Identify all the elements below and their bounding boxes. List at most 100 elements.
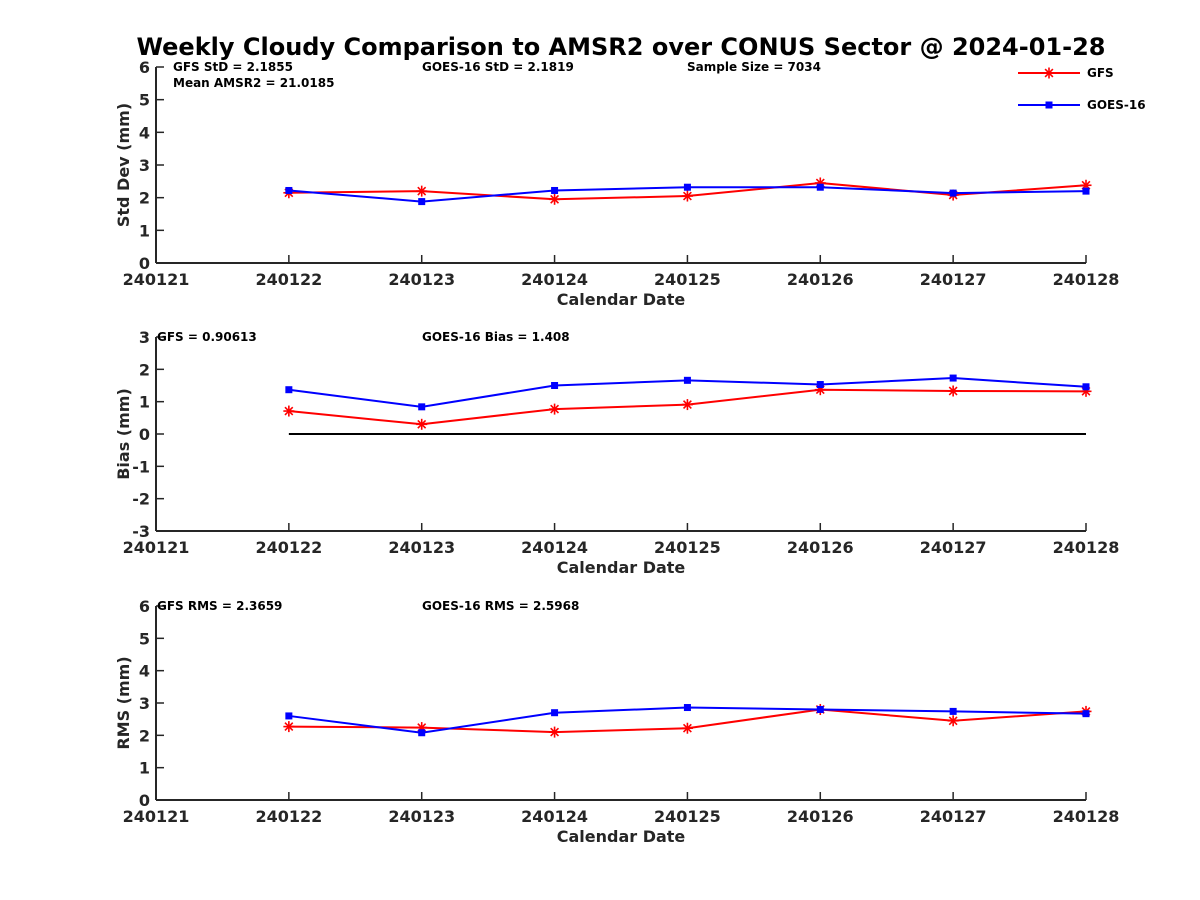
series-goes-16 <box>285 704 1090 737</box>
y-tick-label: 1 <box>139 221 150 240</box>
x-axis-label: Calendar Date <box>557 290 686 309</box>
data-point <box>285 712 293 720</box>
data-point <box>418 729 426 737</box>
y-tick-label: 2 <box>139 189 150 208</box>
data-point <box>551 186 559 194</box>
y-tick-label: 1 <box>139 393 150 412</box>
y-tick-label: 5 <box>139 91 150 110</box>
data-point <box>285 186 293 194</box>
stat-annotation: GFS RMS = 2.3659 <box>157 599 282 613</box>
data-point <box>418 403 426 411</box>
y-tick-label: 6 <box>139 58 150 77</box>
legend-marker <box>1045 101 1053 109</box>
legend: GFS GOES-16 <box>1018 66 1146 112</box>
x-tick-label: 240122 <box>255 270 322 289</box>
x-tick-label: 240126 <box>787 807 854 826</box>
panel-1: 0 1 2 3 4 5 6 240121 240122 240123 240124 240125 240… <box>114 58 1119 309</box>
stat-annotation: GFS StD = 2.1855 <box>173 60 293 74</box>
x-tick-label: 240121 <box>123 538 190 557</box>
y-axis-label: Std Dev (mm) <box>114 103 133 227</box>
x-tick-label: 240121 <box>123 807 190 826</box>
x-tick-label: 240128 <box>1053 807 1120 826</box>
legend-entry-goes-16: GOES-16 <box>1018 98 1146 112</box>
data-point <box>949 189 957 197</box>
data-point <box>947 715 959 727</box>
y-tick-label: 2 <box>139 360 150 379</box>
x-tick-label: 240125 <box>654 807 721 826</box>
y-tick-label: 0 <box>139 254 150 273</box>
y-tick-label: 6 <box>139 597 150 616</box>
x-tick-label: 240127 <box>920 538 987 557</box>
data-point <box>416 185 428 197</box>
x-tick-label: 240121 <box>123 270 190 289</box>
x-tick-label: 240128 <box>1053 270 1120 289</box>
y-axis-label: RMS (mm) <box>114 656 133 749</box>
stat-annotation: GOES-16 RMS = 2.5968 <box>422 599 579 613</box>
x-tick-label: 240124 <box>521 538 588 557</box>
data-point <box>683 183 691 191</box>
data-point <box>683 704 691 712</box>
y-tick-label: 1 <box>139 759 150 778</box>
panel-2: -3 -2 -1 0 1 2 3 240121 240122 240123 240124 240125… <box>114 328 1119 577</box>
stat-annotation: GFS = 0.90613 <box>157 330 257 344</box>
y-tick-label: 0 <box>139 791 150 810</box>
legend-entry-gfs: GFS <box>1018 66 1114 80</box>
y-tick-label: 4 <box>139 123 150 142</box>
y-tick-label: 5 <box>139 629 150 648</box>
data-point <box>551 382 559 389</box>
x-tick-label: 240125 <box>654 270 721 289</box>
stat-annotation: GOES-16 StD = 2.1819 <box>422 60 574 74</box>
data-point <box>285 386 293 394</box>
series-goes-16 <box>285 374 1090 411</box>
y-tick-label: 3 <box>139 694 150 713</box>
y-axis-label: Bias (mm) <box>114 388 133 480</box>
y-tick-label: 3 <box>139 328 150 347</box>
data-point <box>681 722 693 734</box>
data-point <box>418 198 426 206</box>
data-point <box>549 193 561 205</box>
data-point <box>283 405 295 417</box>
x-tick-label: 240126 <box>787 270 854 289</box>
figure-title: Weekly Cloudy Comparison to AMSR2 over C… <box>137 33 1106 61</box>
x-axis-label: Calendar Date <box>557 827 686 846</box>
data-point <box>816 705 824 713</box>
series-goes-16 <box>285 183 1090 206</box>
y-tick-label: 2 <box>139 726 150 745</box>
data-point <box>416 418 428 430</box>
y-tick-label: -3 <box>132 522 150 541</box>
data-point <box>816 381 824 389</box>
x-tick-label: 240124 <box>521 270 588 289</box>
stat-annotation: Mean AMSR2 = 21.0185 <box>173 76 334 90</box>
x-axis-label: Calendar Date <box>557 558 686 577</box>
stat-annotation: Sample Size = 7034 <box>687 60 821 74</box>
y-tick-label: -1 <box>132 457 150 476</box>
x-tick-label: 240128 <box>1053 538 1120 557</box>
y-tick-label: -2 <box>132 490 150 509</box>
legend-label: GFS <box>1087 66 1114 80</box>
x-tick-label: 240127 <box>920 807 987 826</box>
data-point <box>681 399 693 411</box>
x-tick-label: 240123 <box>388 807 455 826</box>
x-tick-label: 240124 <box>521 807 588 826</box>
y-tick-label: 3 <box>139 156 150 175</box>
legend-label: GOES-16 <box>1087 98 1146 112</box>
data-point <box>1082 383 1090 391</box>
y-tick-label: 4 <box>139 662 150 681</box>
data-point <box>1082 187 1090 195</box>
data-point <box>816 183 824 191</box>
x-tick-label: 240125 <box>654 538 721 557</box>
data-point <box>681 190 693 202</box>
y-tick-label: 0 <box>139 425 150 444</box>
data-point <box>549 403 561 415</box>
data-point <box>283 721 295 733</box>
x-tick-label: 240122 <box>255 538 322 557</box>
data-point <box>549 726 561 738</box>
data-point <box>949 707 957 715</box>
x-tick-label: 240122 <box>255 807 322 826</box>
data-point <box>551 709 559 717</box>
legend-marker <box>1043 67 1055 79</box>
x-tick-label: 240127 <box>920 270 987 289</box>
x-tick-label: 240126 <box>787 538 854 557</box>
panel-3: 0 1 2 3 4 5 6 240121 240122 240123 240124 240125 240… <box>114 597 1119 846</box>
